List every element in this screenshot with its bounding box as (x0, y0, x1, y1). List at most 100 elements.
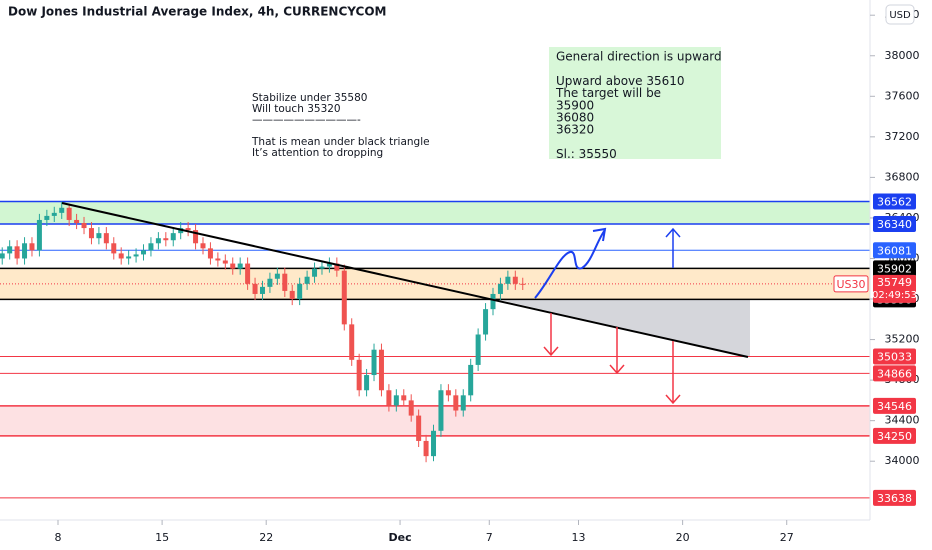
candle-body (334, 263, 340, 271)
candle-body (349, 324, 355, 360)
chart-title: Dow Jones Industrial Average Index, 4h, … (8, 5, 387, 19)
candle-body (401, 395, 407, 401)
price-badge (873, 216, 916, 233)
box-text: 35900 (556, 98, 594, 112)
price-badge (873, 427, 916, 444)
candle-body (66, 207, 72, 220)
down-arrows (543, 313, 681, 405)
price-badge (873, 489, 916, 506)
candle-body (215, 258, 221, 261)
candle-body (371, 349, 377, 376)
candle-body (297, 283, 303, 300)
candle-body (230, 263, 236, 269)
candle-body (222, 260, 228, 264)
price-badge-label: 34866 (877, 367, 912, 380)
price-badge-label: 36562 (877, 196, 912, 209)
candle-body (133, 254, 139, 257)
price-badge (873, 260, 916, 277)
price-badge (873, 193, 916, 210)
candle-body (207, 248, 213, 259)
note-text: ——————————- (252, 114, 361, 126)
price-badge-label: 35033 (877, 350, 912, 363)
up-arrow (665, 227, 681, 268)
price-badge (873, 365, 916, 382)
note-text: Stabilize under 35580 (252, 92, 367, 104)
candle-body (282, 273, 288, 291)
candle-body (505, 276, 511, 284)
y-tick-label: 36800 (885, 170, 920, 183)
currency-button[interactable] (885, 4, 915, 25)
candle-body (118, 253, 124, 259)
candle-body (193, 230, 199, 244)
y-tick-label: 35200 (885, 333, 920, 346)
price-badge (873, 397, 916, 414)
candle-body (170, 233, 176, 241)
price-badge-label: 33638 (877, 492, 912, 505)
candle-body (364, 375, 370, 391)
y-tick-label: 34000 (885, 454, 920, 467)
candle-body (289, 290, 295, 300)
candle-body (148, 243, 154, 251)
box-text: 36320 (556, 123, 594, 137)
x-tick-label: 8 (55, 531, 62, 544)
candle-body (141, 250, 147, 255)
candle-body (29, 243, 35, 251)
y-tick-label: 37600 (885, 89, 920, 102)
price-badge (873, 242, 916, 259)
candle-body (416, 415, 422, 441)
candle-body (312, 268, 318, 277)
candle-body (111, 243, 117, 254)
candle-body (460, 395, 466, 411)
candle-body (88, 228, 94, 239)
arrow-head (592, 227, 607, 242)
candle-body (237, 263, 243, 269)
x-tick-label: Dec (388, 531, 411, 544)
candle-body (245, 263, 251, 284)
candle-body (96, 233, 102, 239)
y-tick-label: 37200 (885, 130, 920, 143)
candle-body (475, 334, 481, 365)
candle-body (126, 256, 132, 259)
candle-body (453, 395, 459, 411)
note-text: It’s attention to dropping (252, 147, 383, 159)
candle-body (81, 223, 87, 229)
candle-body (0, 253, 5, 259)
candle-body (386, 390, 392, 406)
candle-body (319, 266, 325, 269)
candle-body (468, 364, 474, 396)
price-badge-label: 34546 (877, 400, 912, 413)
candle-body (341, 270, 347, 325)
candle-body (252, 283, 258, 294)
note-box (549, 47, 721, 159)
candle-body (423, 440, 429, 457)
price-badge-label: 35902 (877, 262, 912, 275)
box-text: Sl.: 35550 (556, 147, 617, 161)
candle-body (520, 283, 526, 285)
current-price-label: 35749 (877, 276, 912, 289)
candle-body (51, 212, 57, 216)
candle-body (59, 207, 65, 213)
candle-body (490, 293, 496, 310)
candle-body (200, 243, 206, 249)
candle-body (163, 238, 169, 241)
candle-body (267, 278, 273, 287)
candle-body (445, 390, 451, 396)
countdown: 02:49:53 (872, 290, 917, 301)
price-badge-label: 36340 (877, 218, 912, 231)
note-text: That is mean under black triangle (251, 136, 430, 148)
candle-body (44, 215, 50, 220)
price-badge-label: 36081 (877, 244, 912, 257)
candle-body (378, 349, 384, 391)
candle-body (512, 276, 518, 284)
candle-body (304, 276, 310, 284)
candle-body (74, 219, 80, 224)
x-tick-label: 15 (155, 531, 169, 544)
current-name-badge (833, 275, 869, 293)
x-tick-label: 20 (676, 531, 690, 544)
y-tick-label: 34400 (885, 414, 920, 427)
currency-label[interactable]: USD (889, 10, 911, 21)
candle-body (14, 246, 20, 259)
note-text: Will touch 35320 (252, 103, 341, 115)
box-text: The target will be (555, 86, 661, 100)
